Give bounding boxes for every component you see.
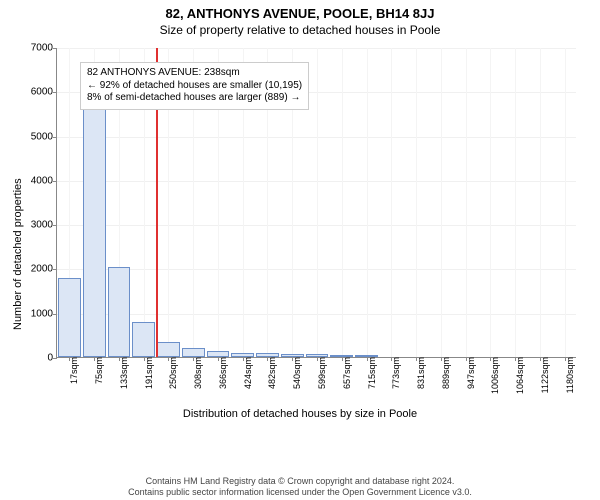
y-axis-label: Number of detached properties — [12, 178, 24, 330]
ytick-label: 1000 — [31, 308, 57, 319]
bar — [108, 267, 131, 357]
xtick-label: 1064sqm — [511, 357, 525, 394]
bar — [281, 354, 304, 357]
xtick-label: 540sqm — [288, 357, 302, 389]
legend-line-3: 8% of semi-detached houses are larger (8… — [87, 92, 302, 105]
xtick-label: 482sqm — [263, 357, 277, 389]
xtick-label: 831sqm — [412, 357, 426, 389]
bar — [256, 353, 279, 357]
ytick-label: 5000 — [31, 131, 57, 142]
footer-line-2: Contains public sector information licen… — [0, 487, 600, 498]
bar — [330, 355, 353, 357]
bar — [231, 353, 254, 357]
gridline-v — [565, 48, 566, 357]
xtick-label: 1006sqm — [486, 357, 500, 394]
xtick-label: 17sqm — [65, 357, 79, 384]
bar — [58, 278, 81, 357]
gridline-v — [466, 48, 467, 357]
xtick-label: 715sqm — [363, 357, 377, 389]
legend-line-1: 82 ANTHONYS AVENUE: 238sqm — [87, 67, 302, 80]
ytick-label: 4000 — [31, 175, 57, 186]
gridline-v — [391, 48, 392, 357]
gridline-v — [367, 48, 368, 357]
xtick-label: 366sqm — [214, 357, 228, 389]
gridline-v — [490, 48, 491, 357]
xtick-label: 889sqm — [437, 357, 451, 389]
xtick-label: 424sqm — [239, 357, 253, 389]
gridline-v — [342, 48, 343, 357]
ytick-label: 2000 — [31, 264, 57, 275]
xtick-label: 773sqm — [387, 357, 401, 389]
ytick-label: 0 — [47, 353, 57, 364]
gridline-v — [317, 48, 318, 357]
gridline-v — [416, 48, 417, 357]
xtick-label: 191sqm — [140, 357, 154, 389]
bar — [132, 322, 155, 357]
bar — [207, 351, 230, 357]
xtick-label: 308sqm — [189, 357, 203, 389]
bar — [182, 348, 205, 357]
legend-line-2: ← 92% of detached houses are smaller (10… — [87, 80, 302, 93]
chart-area: Number of detached properties 0 1000 2000 3… — [0, 40, 600, 440]
footer-line-1: Contains HM Land Registry data © Crown c… — [0, 476, 600, 487]
gridline-v — [540, 48, 541, 357]
title-main: 82, ANTHONYS AVENUE, POOLE, BH14 8JJ — [0, 0, 600, 21]
xtick-label: 133sqm — [115, 357, 129, 389]
gridline-v — [515, 48, 516, 357]
xtick-label: 1122sqm — [536, 357, 550, 393]
ytick-label: 6000 — [31, 87, 57, 98]
title-sub: Size of property relative to detached ho… — [0, 21, 600, 37]
bar — [83, 104, 106, 357]
xtick-label: 657sqm — [338, 357, 352, 389]
bar — [157, 342, 180, 358]
legend-box: 82 ANTHONYS AVENUE: 238sqm ← 92% of deta… — [80, 62, 309, 110]
gridline-v — [441, 48, 442, 357]
bar — [355, 355, 378, 357]
xtick-label: 599sqm — [313, 357, 327, 389]
xtick-label: 947sqm — [462, 357, 476, 389]
xtick-label: 250sqm — [164, 357, 178, 389]
ytick-label: 3000 — [31, 220, 57, 231]
ytick-label: 7000 — [31, 43, 57, 54]
bar — [306, 354, 329, 357]
footer-attribution: Contains HM Land Registry data © Crown c… — [0, 476, 600, 499]
x-axis-label: Distribution of detached houses by size … — [0, 408, 600, 420]
xtick-label: 1180sqm — [561, 357, 575, 393]
xtick-label: 75sqm — [90, 357, 104, 384]
